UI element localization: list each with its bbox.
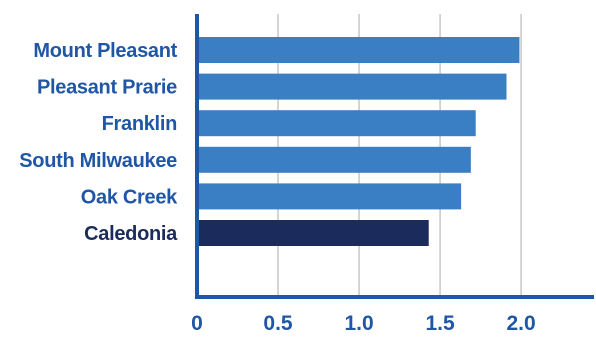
bar-2 xyxy=(199,110,476,137)
category-labels: Mount Pleasant Pleasant Prarie Franklin Sou… xyxy=(19,40,178,245)
tick-labels: 0 0.5 1.0 1.5 2.0 xyxy=(191,312,536,335)
bar-4 xyxy=(199,183,462,210)
x-tick-label-0: 0 xyxy=(191,312,203,335)
x-tick-label-3: 1.5 xyxy=(425,312,455,335)
category-label-5: Caledonia xyxy=(84,223,178,245)
category-label-0: Mount Pleasant xyxy=(33,40,177,62)
bar-0 xyxy=(199,37,520,63)
x-tick-label-1: 0.5 xyxy=(263,312,293,335)
axes xyxy=(195,14,594,299)
category-label-3: South Milwaukee xyxy=(19,150,177,172)
bar-1 xyxy=(199,73,507,100)
x-tick-label-4: 2.0 xyxy=(506,312,535,335)
category-label-4: Oak Creek xyxy=(81,186,178,208)
bar-3 xyxy=(199,146,471,173)
bars xyxy=(199,37,520,246)
x-tick-label-2: 1.0 xyxy=(344,312,373,335)
category-label-2: Franklin xyxy=(102,113,177,135)
category-label-1: Pleasant Prarie xyxy=(37,77,177,99)
bar-5 xyxy=(199,220,429,246)
